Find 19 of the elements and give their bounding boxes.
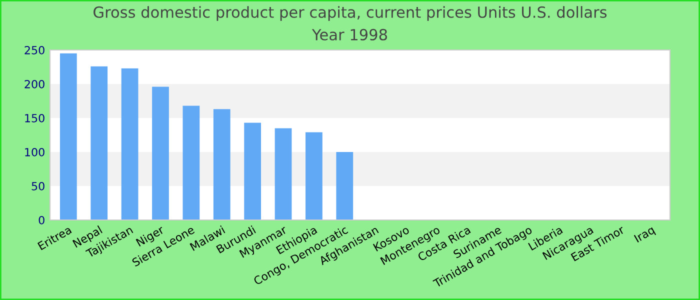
bar: [306, 132, 322, 220]
y-tick-label: 250: [24, 46, 44, 54]
bar: [182, 106, 200, 220]
chart-title: Gross domestic product per capita, current prices Units U.S. dollars: [94, 6, 607, 21]
bar: [60, 53, 77, 220]
bar: [336, 152, 354, 220]
y-tick-label: 0: [38, 216, 44, 224]
bar: [152, 86, 169, 220]
bar: [274, 128, 292, 220]
bar: [213, 109, 230, 220]
bar: [121, 68, 138, 220]
y-tick-label: 200: [24, 80, 44, 88]
y-tick-label: 150: [25, 114, 44, 122]
chart-subtitle: Year 1998: [312, 28, 387, 40]
bar: [90, 66, 108, 220]
x-tick-label: Iraq: [634, 226, 656, 244]
bar: [244, 122, 262, 220]
y-tick-label: 50: [32, 182, 44, 190]
y-tick-label: 100: [25, 148, 44, 156]
